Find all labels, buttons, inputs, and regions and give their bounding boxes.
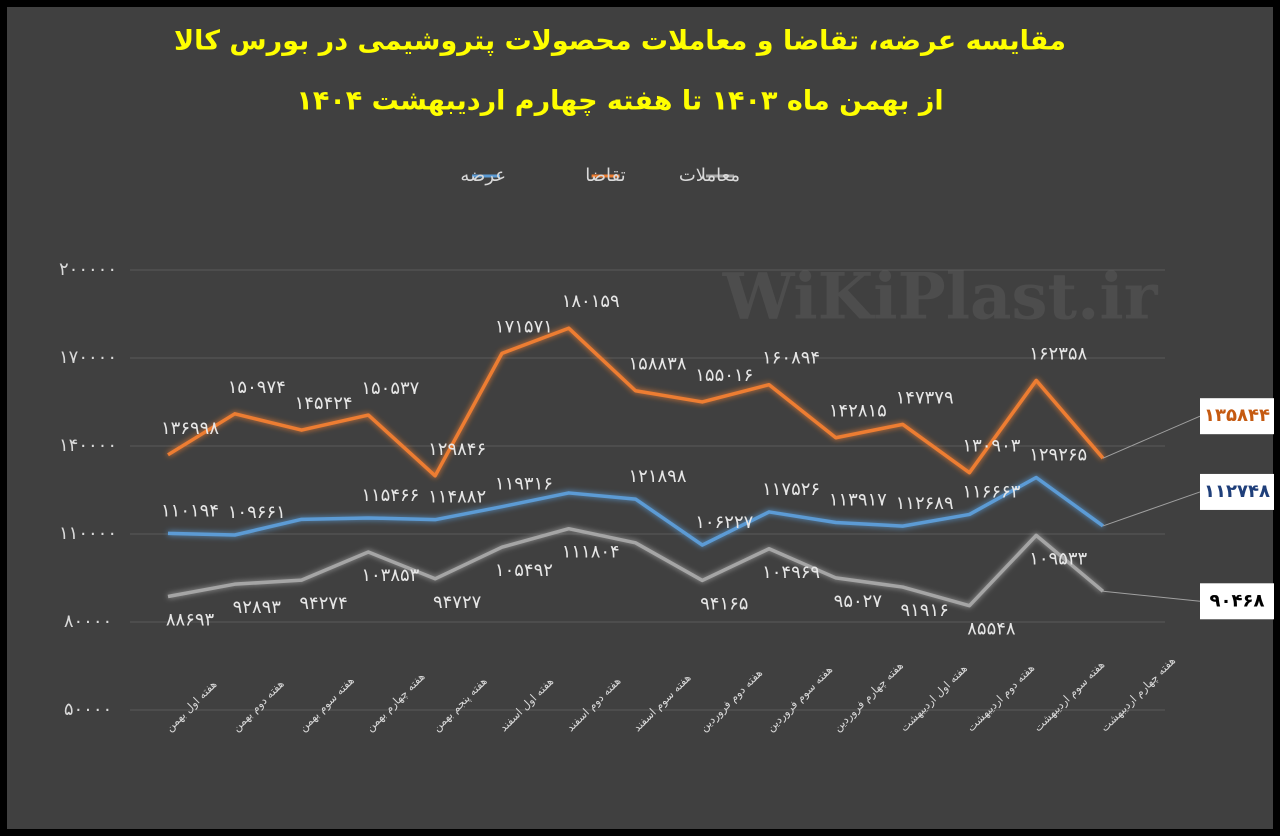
data-label: ۱۱۴۸۸۲ [428, 487, 486, 508]
data-label: ۱۵۵۰۱۶ [695, 365, 753, 386]
data-label: ۱۵۰۹۷۴ [228, 377, 286, 398]
data-label: ۹۴۱۶۵ [700, 593, 748, 614]
data-label: ۹۲۸۹۳ [233, 597, 282, 618]
leader-line [1102, 491, 1201, 527]
data-label: ۱۱۵۴۶۶ [361, 485, 419, 506]
y-tick-label: ۱۴۰۰۰۰ [59, 435, 117, 456]
data-label: ۱۱۷۵۲۶ [762, 479, 820, 500]
data-label: ۹۰۴۶۸ [1210, 590, 1265, 611]
data-label: ۹۴۲۷۴ [299, 593, 347, 614]
data-label: ۱۲۹۲۶۵ [1029, 444, 1087, 465]
data-label: ۱۰۵۴۹۲ [495, 560, 553, 581]
data-label: ۱۱۳۹۱۷ [829, 490, 887, 511]
data-label: ۹۴۷۲۷ [433, 592, 482, 613]
data-label: ۱۱۶۶۶۳ [962, 481, 1020, 502]
data-label: ۱۰۴۹۶۹ [762, 562, 820, 583]
legend-label: عرضه [460, 165, 506, 186]
legend-label: تقاضا [585, 165, 625, 186]
data-label: ۱۱۹۳۱۶ [495, 474, 553, 495]
data-label: ۱۱۰۱۹۴ [161, 500, 219, 521]
background [7, 7, 1273, 829]
data-label: ۱۲۱۸۹۸ [628, 466, 686, 487]
data-label: ۱۱۲۷۴۸ [1204, 481, 1270, 502]
label-box [1200, 473, 1274, 510]
data-label: ۱۱۲۶۸۹ [896, 493, 954, 514]
data-label: ۱۰۹۶۶۱ [228, 502, 286, 523]
data-label: ۱۲۹۸۴۶ [428, 439, 486, 460]
data-label: ۱۰۹۵۳۳ [1029, 548, 1087, 569]
y-tick-label: ۵۰۰۰۰ [64, 699, 112, 720]
label-box [1200, 583, 1274, 620]
data-label: ۱۰۳۸۵۳ [361, 565, 419, 586]
data-label: ۱۳۰۹۰۳ [962, 436, 1020, 457]
data-label: ۱۶۰۸۹۴ [762, 348, 820, 369]
y-tick-label: ۱۱۰۰۰۰ [59, 523, 117, 544]
data-label: ۹۵۰۲۷ [834, 591, 883, 612]
watermark: WiKiPlast.ir [722, 260, 1159, 335]
series-line [167, 326, 1105, 478]
data-label: ۱۳۶۹۹۸ [161, 418, 219, 439]
data-label: ۱۷۱۵۷۱ [495, 316, 553, 337]
leader-line [1102, 415, 1201, 459]
legend-label: معاملات [679, 165, 740, 186]
data-label: ۱۴۵۴۲۴ [295, 393, 353, 414]
data-label: ۱۳۵۸۴۴ [1204, 405, 1270, 426]
y-tick-label: ۸۰۰۰۰ [64, 611, 112, 632]
data-label: ۱۱۱۸۰۴ [562, 542, 620, 563]
y-tick-label: ۲۰۰۰۰۰ [59, 259, 117, 280]
data-label: ۱۵۸۸۳۸ [628, 354, 686, 375]
series-line [167, 526, 1105, 608]
leader-line [1102, 590, 1201, 602]
data-label: ۸۸۶۹۳ [166, 610, 215, 631]
y-tick-label: ۱۷۰۰۰۰ [59, 347, 117, 368]
data-label: ۱۸۰۱۵۹ [562, 291, 620, 312]
data-label: ۱۵۰۵۳۷ [361, 378, 419, 399]
data-label: ۱۴۲۸۱۵ [829, 401, 887, 422]
data-label: ۱۰۶۲۲۷ [695, 512, 753, 533]
data-label: ۸۵۵۴۸ [967, 619, 1016, 640]
chart-title: مقایسه عرضه، تقاضا و معاملات محصولات پتر… [174, 26, 1066, 57]
data-label: ۹۱۹۱۶ [900, 600, 948, 621]
data-label: ۱۶۲۳۵۸ [1029, 343, 1087, 364]
series-line [167, 475, 1105, 547]
data-label: ۱۴۷۳۷۹ [896, 387, 954, 408]
label-box [1200, 398, 1274, 435]
chart-subtitle: از بهمن ماه ۱۴۰۳ تا هفته چهارم اردیبهشت … [296, 86, 943, 117]
